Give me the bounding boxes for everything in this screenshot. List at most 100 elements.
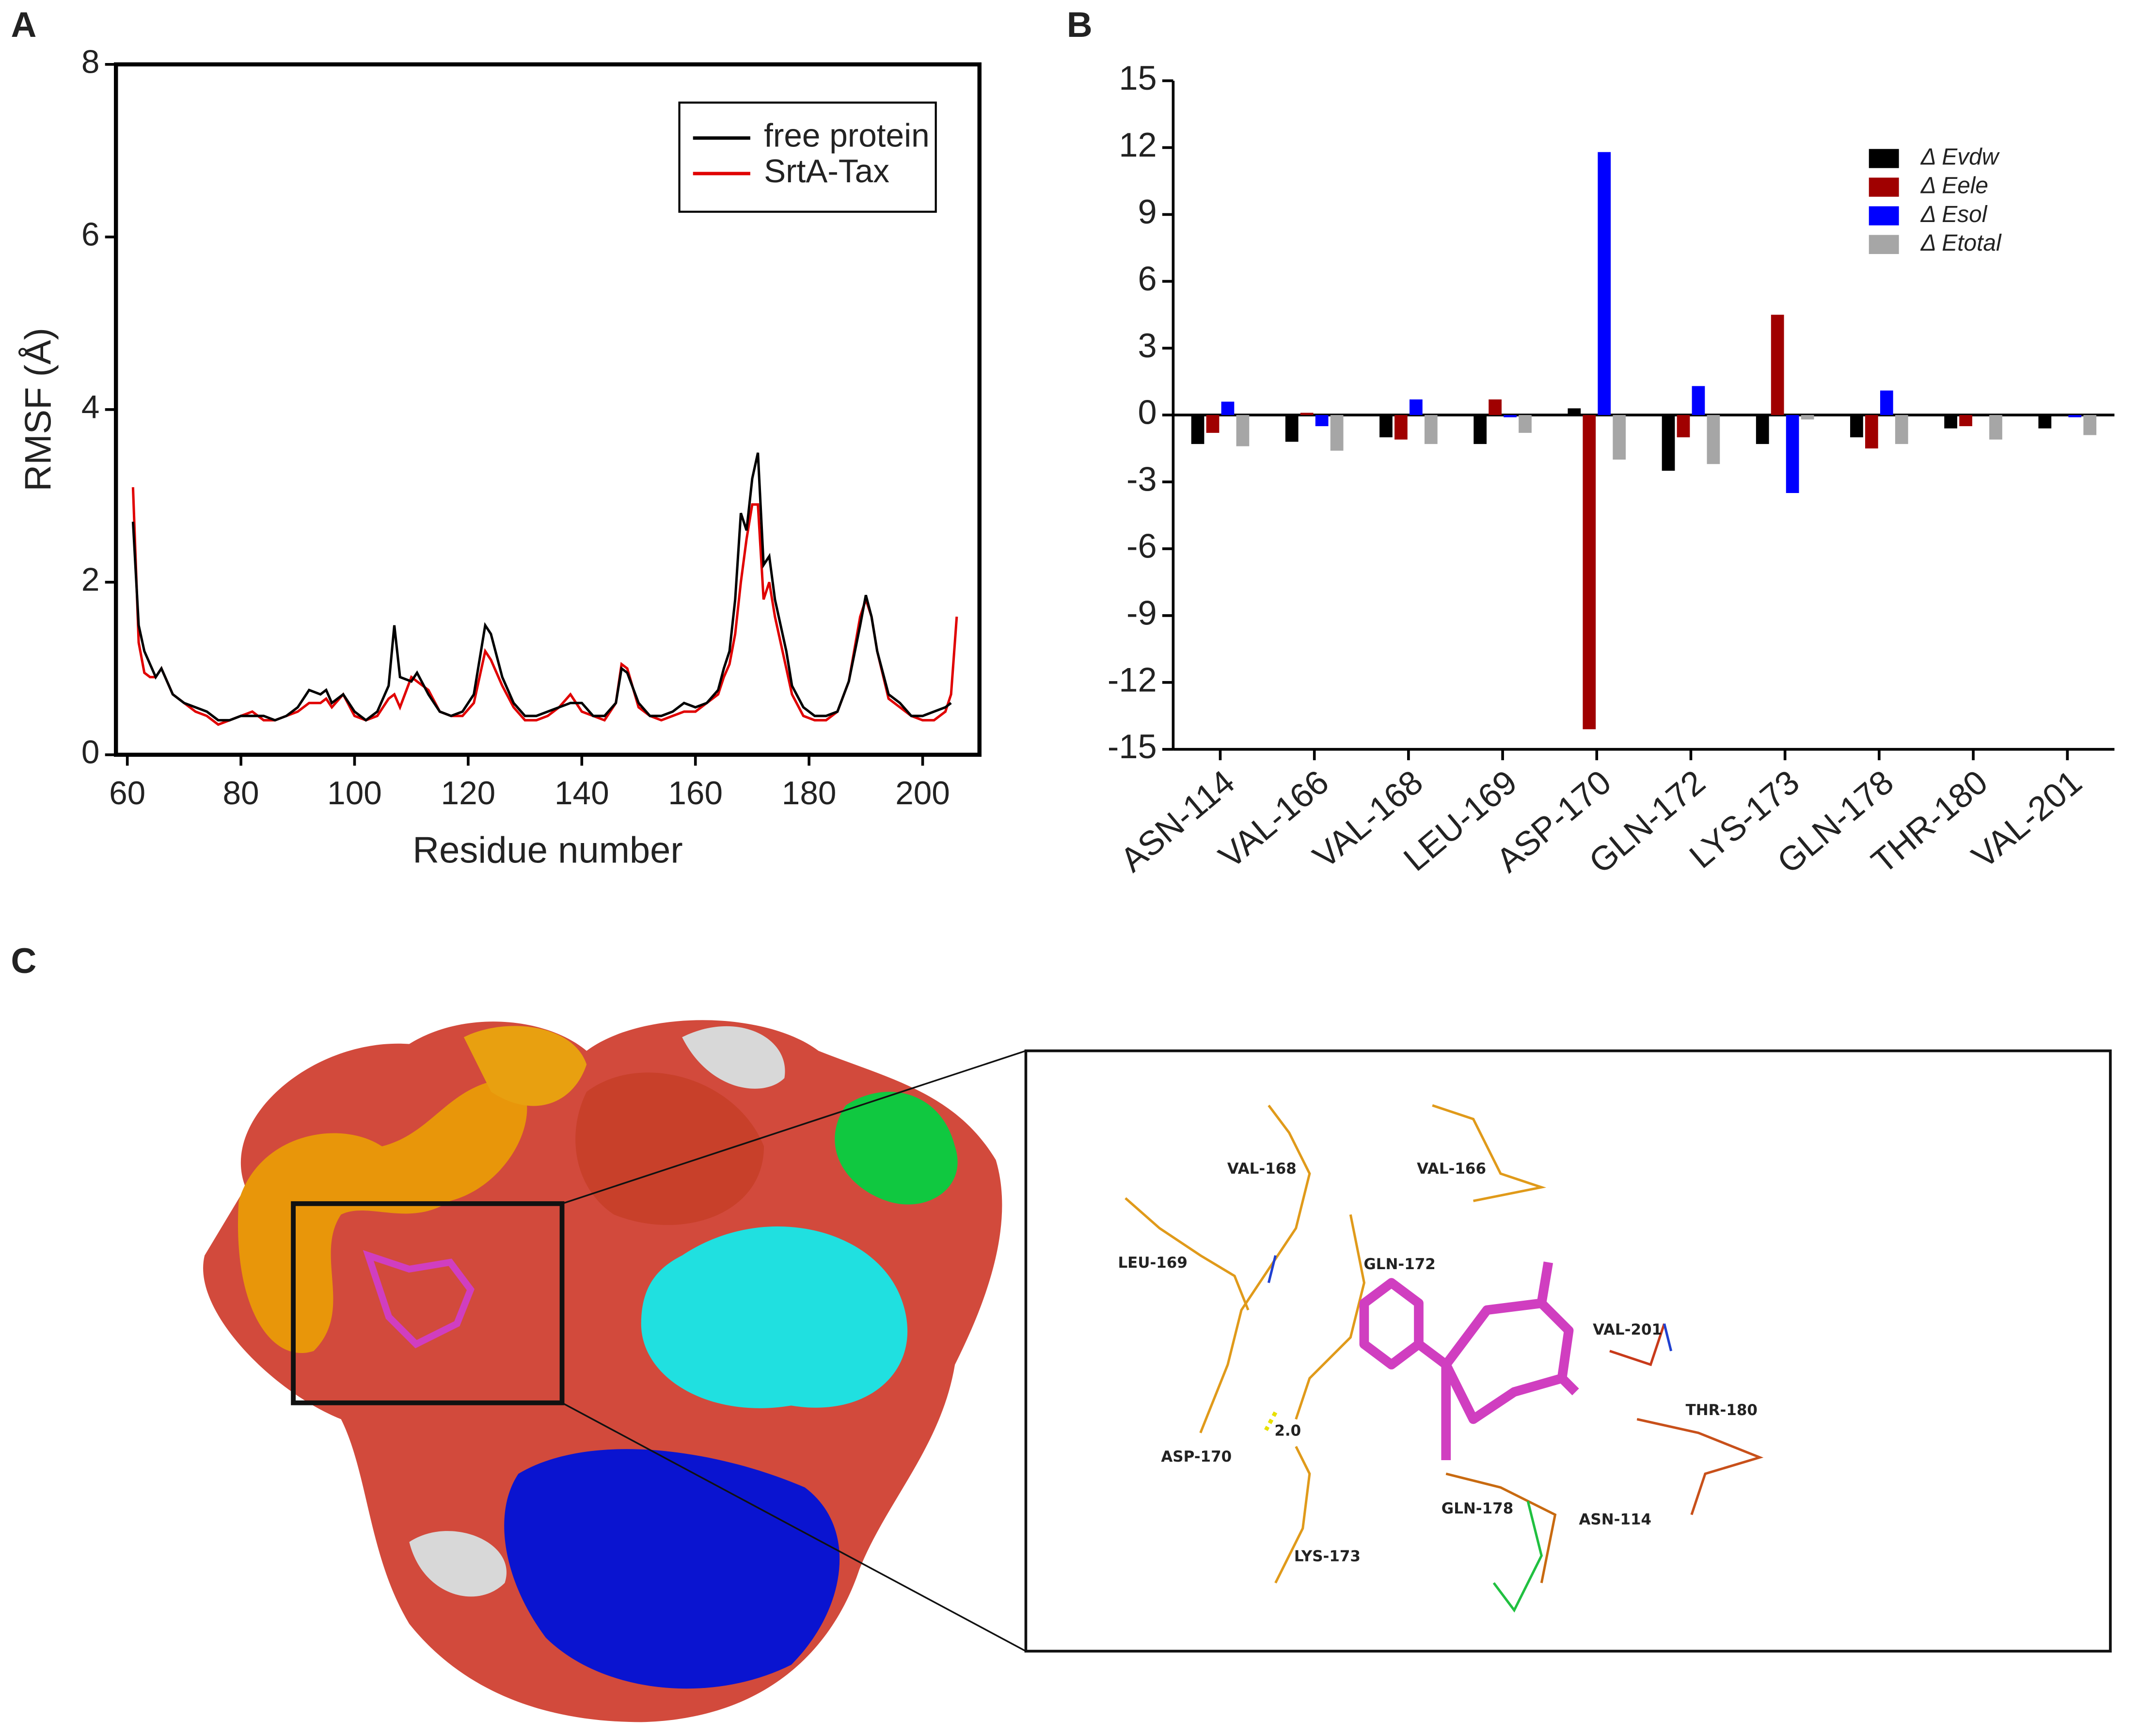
y-tick-label: 4 bbox=[81, 389, 100, 426]
x-tick-label: ASN-114 bbox=[1113, 763, 1241, 879]
zoom-line bbox=[562, 1050, 1026, 1205]
bar bbox=[2083, 415, 2097, 435]
y-tick-label: 2 bbox=[81, 562, 100, 598]
x-tick-label: 100 bbox=[327, 775, 382, 812]
bar bbox=[1474, 415, 1487, 444]
bar bbox=[1989, 415, 2002, 440]
residue-label: VAL-166 bbox=[1417, 1160, 1486, 1178]
x-tick-label: 180 bbox=[782, 775, 837, 812]
bar bbox=[1221, 401, 1235, 415]
y-axis-label: RMSF (Å) bbox=[18, 328, 59, 492]
bar bbox=[1959, 415, 1972, 427]
panel-label: B bbox=[1067, 5, 1093, 45]
bar bbox=[2068, 415, 2082, 417]
panel-label: A bbox=[11, 5, 37, 45]
residue-label: VAL-168 bbox=[1227, 1160, 1297, 1178]
legend-label: free protein bbox=[764, 118, 930, 154]
legend-swatch bbox=[1869, 235, 1899, 255]
bar bbox=[1662, 415, 1675, 471]
bar bbox=[1206, 415, 1220, 433]
residue-sticks bbox=[1125, 1104, 1764, 1613]
y-tick-label: 0 bbox=[81, 734, 100, 771]
bar bbox=[1801, 415, 1814, 420]
series-line bbox=[131, 487, 958, 726]
residue-label: LEU-169 bbox=[1118, 1254, 1187, 1272]
ligand bbox=[1359, 1261, 1579, 1460]
bar bbox=[1895, 415, 1908, 444]
bar bbox=[2038, 415, 2052, 429]
bar bbox=[1707, 415, 1720, 464]
protein-surface bbox=[203, 1020, 1002, 1722]
bar bbox=[1613, 415, 1626, 460]
legend-label: SrtA-Tax bbox=[764, 153, 889, 190]
bar bbox=[1394, 415, 1408, 440]
y-tick-label: 12 bbox=[1119, 126, 1157, 164]
bar bbox=[1409, 399, 1423, 415]
x-tick-label: 80 bbox=[223, 775, 259, 812]
legend-label: Δ Evdw bbox=[1920, 144, 2000, 170]
bar bbox=[1424, 415, 1438, 444]
bar bbox=[1504, 415, 1517, 417]
bar bbox=[1330, 415, 1344, 451]
legend-swatch bbox=[1869, 149, 1899, 168]
panel-label: C bbox=[11, 941, 37, 981]
bar bbox=[1568, 408, 1581, 415]
legend-label: Δ Eele bbox=[1920, 173, 1988, 199]
residue-label: ASP-170 bbox=[1161, 1448, 1232, 1465]
x-tick-label: 60 bbox=[109, 775, 145, 812]
bar bbox=[1865, 415, 1878, 449]
x-tick-label: 140 bbox=[555, 775, 609, 812]
bar bbox=[1880, 390, 1893, 415]
bar bbox=[1191, 415, 1204, 444]
bar bbox=[1756, 415, 1769, 444]
bar bbox=[1519, 415, 1532, 433]
y-tick-label: 8 bbox=[81, 44, 100, 80]
residue-label: LYS-173 bbox=[1294, 1547, 1361, 1565]
y-tick-label: -3 bbox=[1126, 460, 1157, 498]
legend-label: Δ Esol bbox=[1920, 202, 1988, 227]
residue-label: VAL-201 bbox=[1593, 1321, 1662, 1338]
bar bbox=[1692, 386, 1705, 415]
bar bbox=[1285, 415, 1299, 442]
bar bbox=[1944, 415, 1957, 429]
residue-label: GLN-172 bbox=[1363, 1256, 1435, 1273]
x-axis-label: Residue number bbox=[412, 830, 682, 871]
legend-swatch bbox=[1869, 177, 1899, 197]
zoom-box bbox=[291, 1201, 565, 1405]
distance-label: 2.0 bbox=[1274, 1422, 1301, 1439]
y-tick-label: -12 bbox=[1108, 660, 1157, 699]
y-tick-label: -15 bbox=[1108, 727, 1157, 765]
legend-swatch bbox=[1869, 206, 1899, 225]
legend-label: Δ Etotal bbox=[1920, 230, 2002, 256]
bar bbox=[1489, 399, 1502, 415]
residue-label: THR-180 bbox=[1686, 1402, 1758, 1419]
legend-box bbox=[678, 101, 937, 213]
y-tick-label: 9 bbox=[1138, 192, 1157, 231]
y-tick-label: -6 bbox=[1126, 527, 1157, 565]
x-tick-label: 160 bbox=[668, 775, 723, 812]
y-tick-label: 15 bbox=[1119, 59, 1157, 97]
x-tick-label: 200 bbox=[895, 775, 950, 812]
bar bbox=[1315, 415, 1329, 427]
y-tick-label: -9 bbox=[1126, 593, 1157, 632]
zoom-line bbox=[561, 1402, 1027, 1652]
bar bbox=[1236, 415, 1250, 446]
bar bbox=[1771, 315, 1784, 415]
bar bbox=[1786, 415, 1799, 494]
y-tick-label: 0 bbox=[1138, 393, 1157, 431]
hbond bbox=[1264, 1411, 1278, 1432]
bar bbox=[1598, 152, 1611, 415]
y-tick-label: 6 bbox=[1138, 259, 1157, 298]
residue-label: GLN-178 bbox=[1442, 1500, 1513, 1517]
bar bbox=[1850, 415, 1863, 438]
bar bbox=[1300, 413, 1314, 415]
bar bbox=[1379, 415, 1393, 438]
bar bbox=[1583, 415, 1596, 730]
residue-label: ASN-114 bbox=[1579, 1511, 1651, 1528]
bar bbox=[1677, 415, 1690, 438]
series-line bbox=[131, 452, 952, 722]
y-tick-label: 6 bbox=[81, 217, 100, 253]
x-tick-label: 120 bbox=[441, 775, 496, 812]
y-tick-label: 3 bbox=[1138, 326, 1157, 365]
